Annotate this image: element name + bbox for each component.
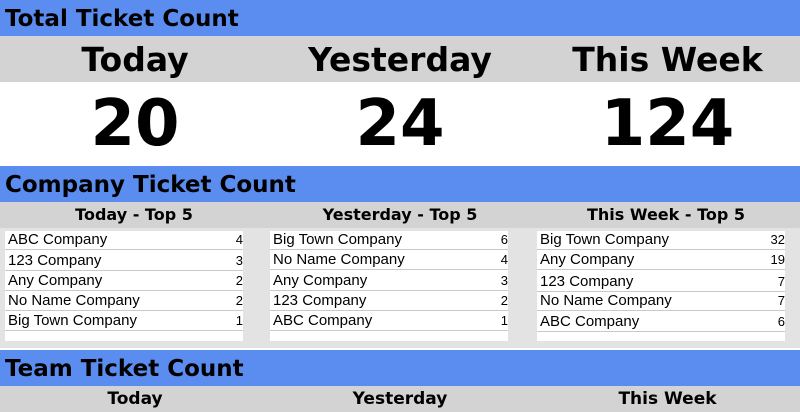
total-header-band xyxy=(0,36,800,82)
company-list-yesterday: Big Town Company 6 No Name Company 4 Any… xyxy=(270,231,508,341)
company-header-yesterday: Yesterday - Top 5 xyxy=(322,205,478,224)
team-header-yesterday: Yesterday xyxy=(352,389,448,409)
company-name: No Name Company xyxy=(8,292,140,309)
total-header-this-week: This Week xyxy=(572,40,763,79)
list-item: Big Town Company 6 xyxy=(270,231,508,250)
company-name: Any Company xyxy=(540,251,635,268)
company-header-today: Today - Top 5 xyxy=(75,205,193,224)
ticket-count: 7 xyxy=(777,274,785,289)
company-name: 123 Company xyxy=(273,292,367,309)
list-item: Big Town Company 1 xyxy=(5,312,243,331)
ticket-count: 19 xyxy=(770,252,785,267)
list-item: No Name Company 7 xyxy=(537,292,785,311)
ticket-count: 3 xyxy=(235,253,243,268)
list-item: No Name Company 4 xyxy=(270,251,508,270)
team-ticket-count-title: Team Ticket Count xyxy=(0,350,800,386)
total-header-yesterday: Yesterday xyxy=(308,40,492,79)
company-list-this-week: Big Town Company 32 Any Company 19 123 C… xyxy=(537,231,785,341)
list-item: Any Company 2 xyxy=(5,272,243,291)
company-name: Any Company xyxy=(8,272,103,289)
company-name: Any Company xyxy=(273,272,368,289)
company-header-this-week: This Week - Top 5 xyxy=(586,205,746,224)
total-ticket-count-title: Total Ticket Count xyxy=(0,0,800,36)
list-item: No Name Company 2 xyxy=(5,292,243,311)
list-item: 123 Company 7 xyxy=(537,273,785,292)
ticket-count: 1 xyxy=(500,313,508,328)
ticket-count: 2 xyxy=(235,273,243,288)
ticket-count: 4 xyxy=(500,252,508,267)
company-name: ABC Company xyxy=(273,312,373,329)
list-item: 123 Company 2 xyxy=(270,292,508,311)
company-name: 123 Company xyxy=(8,252,102,269)
ticket-count: 2 xyxy=(500,293,508,308)
company-ticket-count-title: Company Ticket Count xyxy=(0,166,800,202)
ticket-count: 3 xyxy=(500,273,508,288)
list-item: ABC Company 1 xyxy=(270,312,508,331)
company-list-today: ABC Company 4 123 Company 3 Any Company … xyxy=(5,231,243,341)
ticket-count: 32 xyxy=(770,232,785,247)
ticket-count: 1 xyxy=(235,313,243,328)
ticket-count: 7 xyxy=(777,293,785,308)
company-name: Big Town Company xyxy=(8,312,137,329)
company-name: ABC Company xyxy=(8,231,108,248)
total-value-yesterday: 24 xyxy=(355,87,445,161)
ticket-count: 4 xyxy=(235,232,243,247)
company-name: Big Town Company xyxy=(273,231,402,248)
total-header-today: Today xyxy=(81,40,189,79)
company-name: No Name Company xyxy=(540,292,672,309)
list-item: Any Company 19 xyxy=(537,251,785,270)
list-item: ABC Company 4 xyxy=(5,231,243,250)
list-item: ABC Company 6 xyxy=(537,313,785,332)
company-name: Big Town Company xyxy=(540,231,669,248)
ticket-count: 2 xyxy=(235,293,243,308)
ticket-count: 6 xyxy=(777,314,785,329)
team-header-today: Today xyxy=(107,389,163,409)
team-header-this-week: This Week xyxy=(618,389,717,409)
list-item: Any Company 3 xyxy=(270,272,508,291)
company-name: No Name Company xyxy=(273,251,405,268)
list-item: 123 Company 3 xyxy=(5,252,243,271)
company-name: 123 Company xyxy=(540,273,634,290)
total-value-this-week: 124 xyxy=(600,87,735,161)
company-header-band xyxy=(0,202,800,228)
total-value-today: 20 xyxy=(90,87,180,161)
company-name: ABC Company xyxy=(540,313,640,330)
list-item: Big Town Company 32 xyxy=(537,231,785,250)
ticket-count: 6 xyxy=(500,232,508,247)
team-header-band xyxy=(0,386,800,412)
